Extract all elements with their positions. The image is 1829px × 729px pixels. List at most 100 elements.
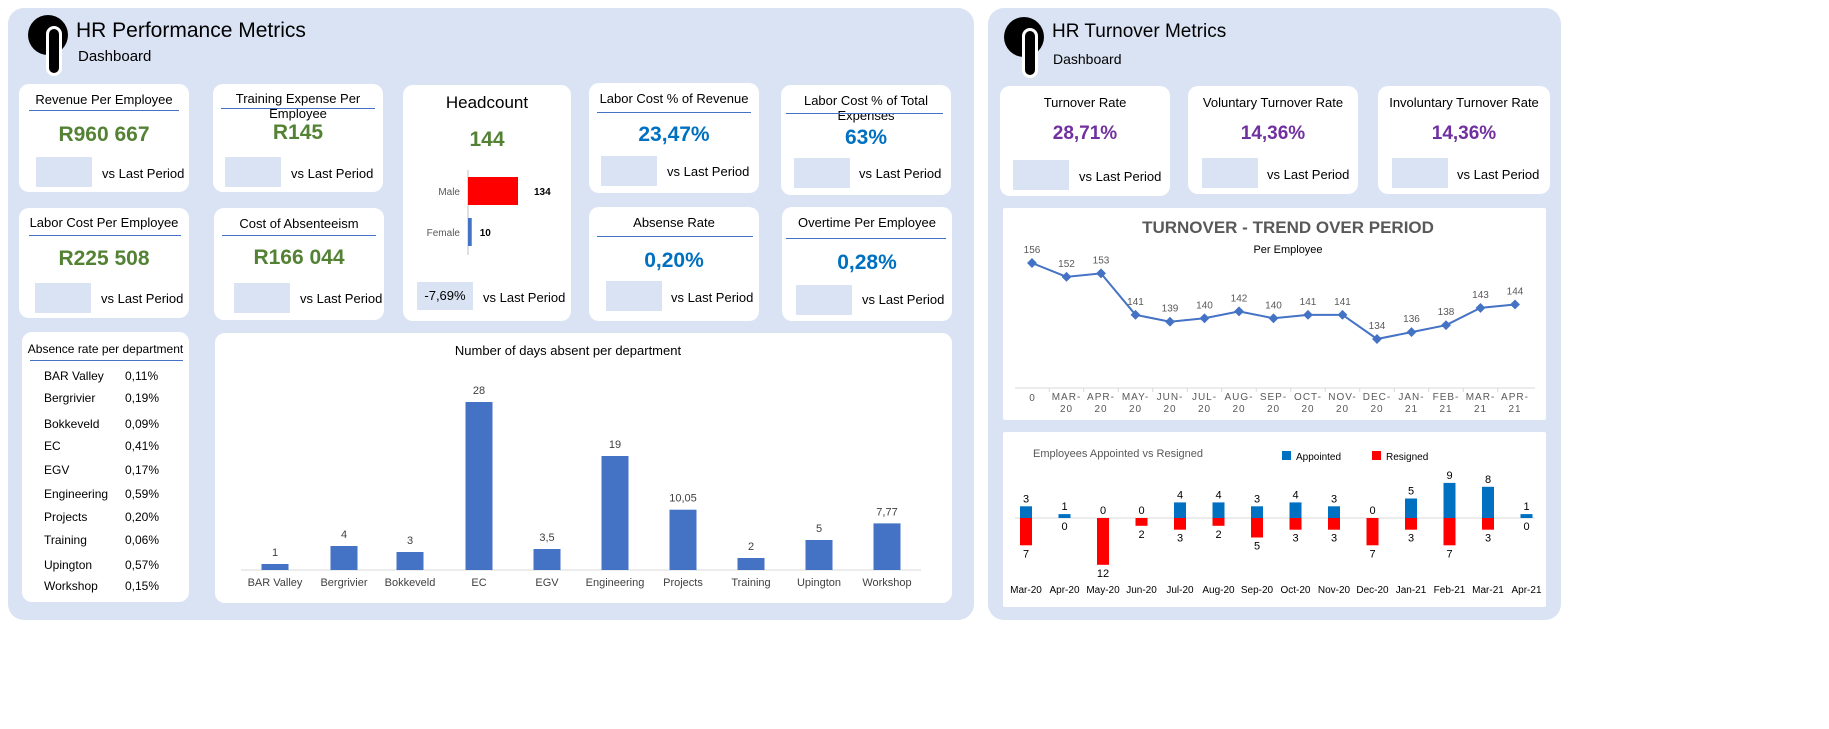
absence-rate: 0,59% (125, 487, 160, 501)
data-label: 143 (1472, 290, 1489, 301)
bar-engineering (601, 456, 629, 570)
trend-point (1441, 320, 1451, 331)
data-label: 5 (816, 523, 822, 535)
x-tick-label: 20 (1370, 404, 1383, 415)
x-tick-label: Jun-20 (1126, 585, 1157, 596)
kpi-value: 63% (844, 126, 888, 149)
resigned-bar (1097, 518, 1109, 565)
appointed-bar (1212, 502, 1225, 518)
x-tick-label: Bokkeveld (385, 577, 436, 589)
x-tick-label: 20 (1094, 404, 1107, 415)
days-absent-chart-card: Number of days absent per department 1 BAR… (215, 333, 952, 603)
kpi-vs-label: vs Last Period (667, 164, 750, 179)
days-absent-chart: Number of days absent per department 1 BAR… (241, 343, 921, 589)
bar-bergrivier (330, 546, 358, 570)
kpi-change-box (1392, 158, 1448, 188)
kpi-title: Labor Cost % of Revenue (599, 91, 749, 106)
kpi-title: Overtime Per Employee (798, 215, 936, 230)
x-tick-label: 20 (1129, 404, 1142, 415)
absence-table-row: Bergrivier 0,19% (44, 391, 184, 407)
x-tick-label: Projects (663, 577, 703, 589)
trend-point (1406, 327, 1417, 338)
kpi-vs-label: vs Last Period (102, 166, 185, 181)
kpi-vs-label: vs Last Period (483, 290, 566, 305)
kpi-title: Revenue Per Employee (35, 92, 173, 107)
appointed-bar (1058, 514, 1071, 518)
appointed-label: 4 (1292, 489, 1298, 501)
data-label: 156 (1024, 245, 1041, 256)
data-label: 4 (341, 529, 347, 541)
kpi-value: 0,28% (837, 251, 897, 274)
x-tick-label: 20 (1267, 404, 1280, 415)
x-tick-label: Apr-20 (1049, 585, 1079, 596)
x-tick-label: Mar-21 (1472, 585, 1504, 596)
turnover-title: HR Turnover Metrics (1052, 21, 1227, 42)
turnover-subtitle: Dashboard (1053, 51, 1122, 67)
resigned-label: 3 (1292, 533, 1298, 545)
trend-point (1268, 313, 1279, 324)
appointed-bar (1328, 506, 1340, 518)
absence-table-row: Upington 0,57% (44, 558, 184, 574)
absence-table-row: BAR Valley 0,11% (44, 369, 184, 385)
trend-point (1199, 313, 1210, 324)
kpi-change-box (601, 156, 657, 186)
x-tick-label: BAR Valley (248, 577, 303, 589)
bar-training (737, 558, 765, 570)
chart-title: TURNOVER - TREND OVER PERIOD (1142, 218, 1434, 237)
kpi-title: Turnover Rate (1043, 95, 1127, 110)
appointed-bar (1482, 486, 1494, 518)
x-tick-label: 20 (1060, 404, 1073, 415)
absence-dept: Bokkeveld (44, 417, 100, 431)
x-tick-label: 20 (1301, 404, 1314, 415)
x-tick-label: Upington (797, 577, 841, 589)
absence-rate: 0,11% (125, 369, 159, 383)
absence-dept: Workshop (44, 579, 98, 593)
x-tick-label: Oct-20 (1280, 585, 1310, 596)
resigned-label: 0 (1523, 521, 1529, 533)
absence-rate: 0,15% (125, 579, 160, 593)
resigned-bar (1482, 518, 1494, 530)
absence-dept: EC (44, 439, 61, 453)
kpi-training-expense: Training Expense Per Employee R145 vs La… (213, 84, 383, 192)
data-label: 19 (609, 439, 621, 451)
x-tick-label: Aug-20 (1202, 585, 1235, 596)
absence-dept: Bergrivier (44, 391, 96, 405)
resigned-bar (1443, 518, 1456, 546)
kpi-title: Labor Cost % of Total Expenses (803, 93, 929, 123)
resigned-label: 3 (1331, 533, 1337, 545)
absence-table-row: EC 0,41% (44, 439, 184, 455)
appointed-label: 5 (1408, 486, 1414, 498)
data-label: 144 (1507, 286, 1524, 297)
resigned-label: 7 (1023, 548, 1029, 560)
kpi-vs-label: vs Last Period (291, 166, 374, 181)
kpi-title: Involuntary Turnover Rate (1389, 95, 1539, 110)
x-tick-label: FEB- (1433, 392, 1460, 403)
x-tick-label: MAR- (1052, 392, 1082, 403)
kpi-turnover-rate: Turnover Rate 28,71% vs Last Period (1000, 86, 1170, 196)
kpi-vs-label: vs Last Period (862, 292, 945, 307)
data-label: 134 (1369, 321, 1386, 332)
appointed-label: 3 (1331, 493, 1337, 505)
dashboard-logo-icon (28, 15, 68, 76)
resigned-bar (1020, 518, 1032, 546)
x-tick-label: EC (471, 577, 486, 589)
headcount-card: Headcount 144 Male 134 Female 10 -7,69% vs … (403, 85, 571, 321)
kpi-value: 28,71% (1052, 123, 1118, 144)
absence-table-row: EGV 0,17% (44, 463, 184, 479)
x-tick-label: OCT- (1294, 392, 1322, 403)
trend-point (1165, 316, 1175, 327)
kpi-involuntary-turnover: Involuntary Turnover Rate 14,36% vs Last… (1378, 86, 1550, 194)
resigned-label: 7 (1446, 548, 1452, 560)
resigned-label: 5 (1254, 541, 1260, 553)
appointed-label: 8 (1485, 474, 1491, 486)
headcount-change-box: -7,69% (417, 282, 473, 310)
data-label: 1 (272, 547, 278, 559)
x-tick-label: Jan-21 (1396, 585, 1427, 596)
data-label: 152 (1058, 259, 1075, 270)
x-tick-label: JUL- (1192, 392, 1217, 403)
kpi-change-box (606, 281, 662, 311)
bar-projects (669, 509, 697, 570)
trend-point (1096, 268, 1106, 279)
x-tick-label: Apr-21 (1511, 585, 1541, 596)
resigned-bar (1212, 518, 1225, 526)
